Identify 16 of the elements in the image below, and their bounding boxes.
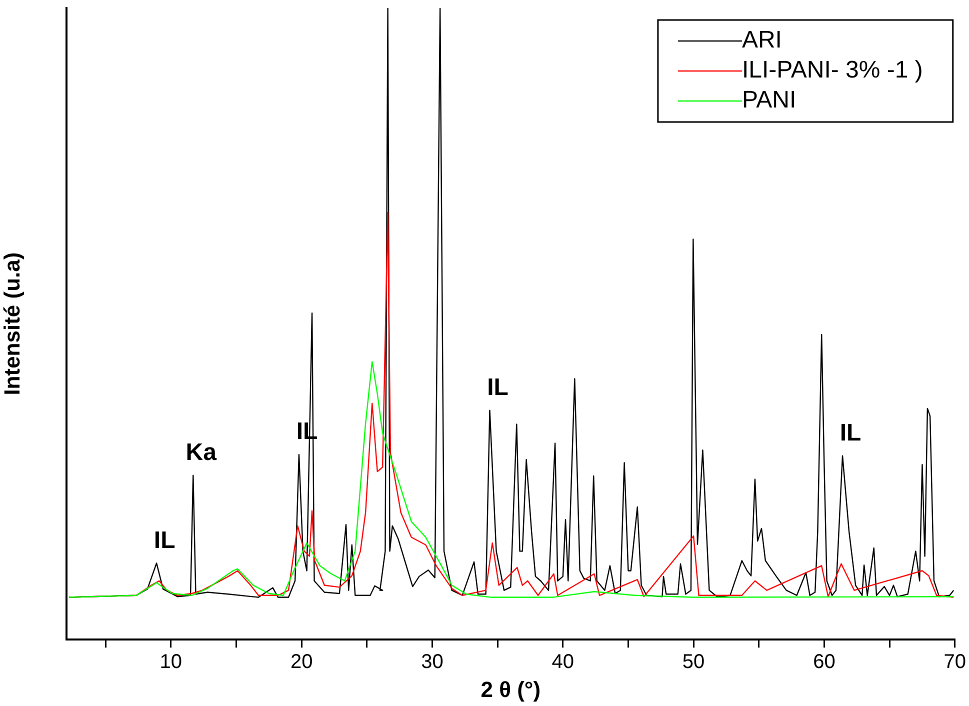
- x-tick-label: 60: [813, 651, 836, 674]
- x-tick-label: 50: [682, 651, 705, 674]
- x-tick-label: 10: [160, 651, 182, 674]
- annotation: IL: [487, 374, 508, 401]
- legend-label: ILI-PANI- 3% -1 ): [742, 56, 923, 84]
- legend-label: PANI: [742, 86, 796, 114]
- x-tick-label: 40: [552, 651, 574, 674]
- annotation: IL: [154, 526, 176, 554]
- legend-label: ARI: [742, 26, 782, 54]
- x-axis-title: 2 θ (°): [480, 676, 541, 702]
- x-tick-label: 30: [421, 651, 444, 674]
- annotation: Ka: [186, 439, 218, 466]
- y-axis-title: Intensité (u.a): [0, 252, 24, 396]
- x-tick-label: 20: [290, 651, 313, 674]
- x-tick-label: 70: [944, 651, 966, 674]
- annotation: IL: [840, 419, 862, 446]
